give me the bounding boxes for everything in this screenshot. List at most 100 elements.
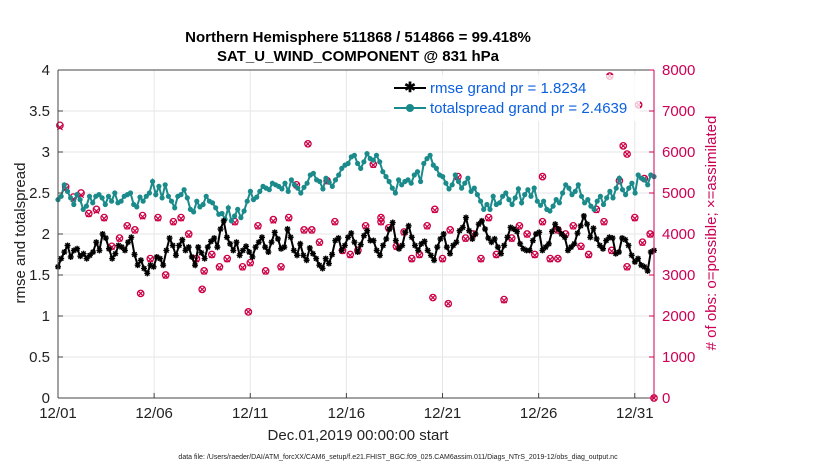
rmse-point <box>389 219 396 226</box>
rmse-point <box>338 247 345 254</box>
rmse-point <box>612 250 619 257</box>
totalspread-point <box>405 177 411 183</box>
rmse-point <box>300 252 307 259</box>
rmse-point <box>147 262 154 269</box>
rmse-point <box>488 239 495 246</box>
rmse-point <box>351 239 358 246</box>
rmse-point <box>536 229 543 236</box>
obs-assimilated-point <box>254 223 261 230</box>
rmse-point <box>539 247 546 254</box>
rmse-point <box>421 238 428 245</box>
rmse-point <box>555 226 562 233</box>
totalspread-point <box>235 206 241 212</box>
obs-assimilated-point <box>201 268 208 275</box>
rmse-point <box>631 258 638 265</box>
obs-assimilated-point <box>178 215 185 222</box>
obs-possible-point <box>136 289 145 298</box>
obs-assimilated-point <box>577 244 584 251</box>
rmse-point <box>348 230 355 237</box>
totalspread-point <box>572 188 578 194</box>
rmse-point <box>313 255 320 262</box>
obs-assimilated-point <box>462 235 469 242</box>
obs-assimilated-point <box>277 264 285 271</box>
obs-possible-point <box>138 211 147 220</box>
rmse-point <box>297 240 304 247</box>
obs-assimilated-point <box>539 173 546 180</box>
obs-possible-point <box>377 213 385 222</box>
totalspread-point <box>597 193 604 199</box>
obs-assimilated-point <box>416 252 423 259</box>
obs-assimilated-point <box>239 264 246 271</box>
rmse-point <box>456 227 463 234</box>
totalspread-point <box>399 182 405 188</box>
rmse-point <box>217 226 224 233</box>
y-right-tick-label: 3000 <box>662 267 695 284</box>
rmse-point <box>383 235 390 242</box>
rmse-point <box>83 255 90 262</box>
totalspread-point <box>266 187 272 193</box>
rmse-point <box>357 241 364 248</box>
obs-possible-point <box>584 250 593 259</box>
totalspread-point <box>225 205 231 211</box>
rmse-point <box>498 250 505 257</box>
rmse-point <box>309 250 316 257</box>
obs-possible-point <box>538 217 547 226</box>
totalspread-point <box>219 210 225 217</box>
rmse-point <box>64 242 71 249</box>
rmse-point <box>182 247 189 254</box>
rmse-point <box>172 252 179 259</box>
totalspread-point <box>487 206 493 212</box>
rmse-point <box>472 231 479 237</box>
rmse-point <box>443 244 450 251</box>
rmse-point <box>278 245 285 252</box>
obs-assimilated-point <box>585 252 592 259</box>
rmse-point <box>118 244 125 251</box>
totalspread-point <box>181 187 187 193</box>
rmse-point <box>70 247 77 254</box>
y-tick-label: 1 <box>42 308 50 325</box>
rmse-series <box>55 212 657 277</box>
obs-possible-point <box>623 150 631 158</box>
rmse-point <box>271 229 278 236</box>
totalspread-point <box>304 180 310 186</box>
totalspread-point <box>291 182 298 188</box>
rmse-point <box>287 234 294 241</box>
rmse-point <box>600 245 607 252</box>
rmse-point <box>523 247 530 254</box>
totalspread-point <box>503 190 509 196</box>
totalspread-point <box>99 195 105 201</box>
totalspread-point <box>254 194 260 200</box>
obs-possible-point <box>198 285 207 294</box>
rmse-point <box>255 239 262 246</box>
rmse-point <box>459 224 466 231</box>
rmse-point <box>644 267 651 274</box>
rmse-point <box>77 253 84 260</box>
obs-possible-point <box>115 234 124 242</box>
obs-assimilated-point <box>304 140 311 147</box>
totalspread-point <box>641 177 648 183</box>
obs-possible-point <box>131 226 139 234</box>
rmse-point <box>354 249 361 256</box>
rmse-point <box>494 244 501 251</box>
rmse-point <box>402 229 409 236</box>
totalspread-point <box>569 192 575 198</box>
rmse-point <box>408 234 415 241</box>
totalspread-point <box>531 185 537 191</box>
totalspread-point <box>528 193 534 199</box>
rmse-point <box>561 234 568 241</box>
obs-assimilated-point <box>445 300 452 307</box>
rmse-point <box>635 255 642 262</box>
rmse-point <box>638 262 645 269</box>
totalspread-point <box>209 200 216 206</box>
tick-labels: 12/01 12/06 12/11 12/16 12/21 12/26 12/31 0 0.5 1… <box>29 62 695 422</box>
x-tick-label: 12/21 <box>424 405 462 422</box>
rmse-point <box>485 235 492 242</box>
totalspread-point <box>588 203 594 209</box>
totalspread-point <box>317 178 323 185</box>
rmse-point <box>453 239 460 246</box>
rmse-point <box>236 252 243 259</box>
rmse-point <box>501 242 508 249</box>
totalspread-point <box>452 172 458 178</box>
obs-assimilated-point <box>501 297 508 304</box>
rmse-point <box>211 235 218 242</box>
